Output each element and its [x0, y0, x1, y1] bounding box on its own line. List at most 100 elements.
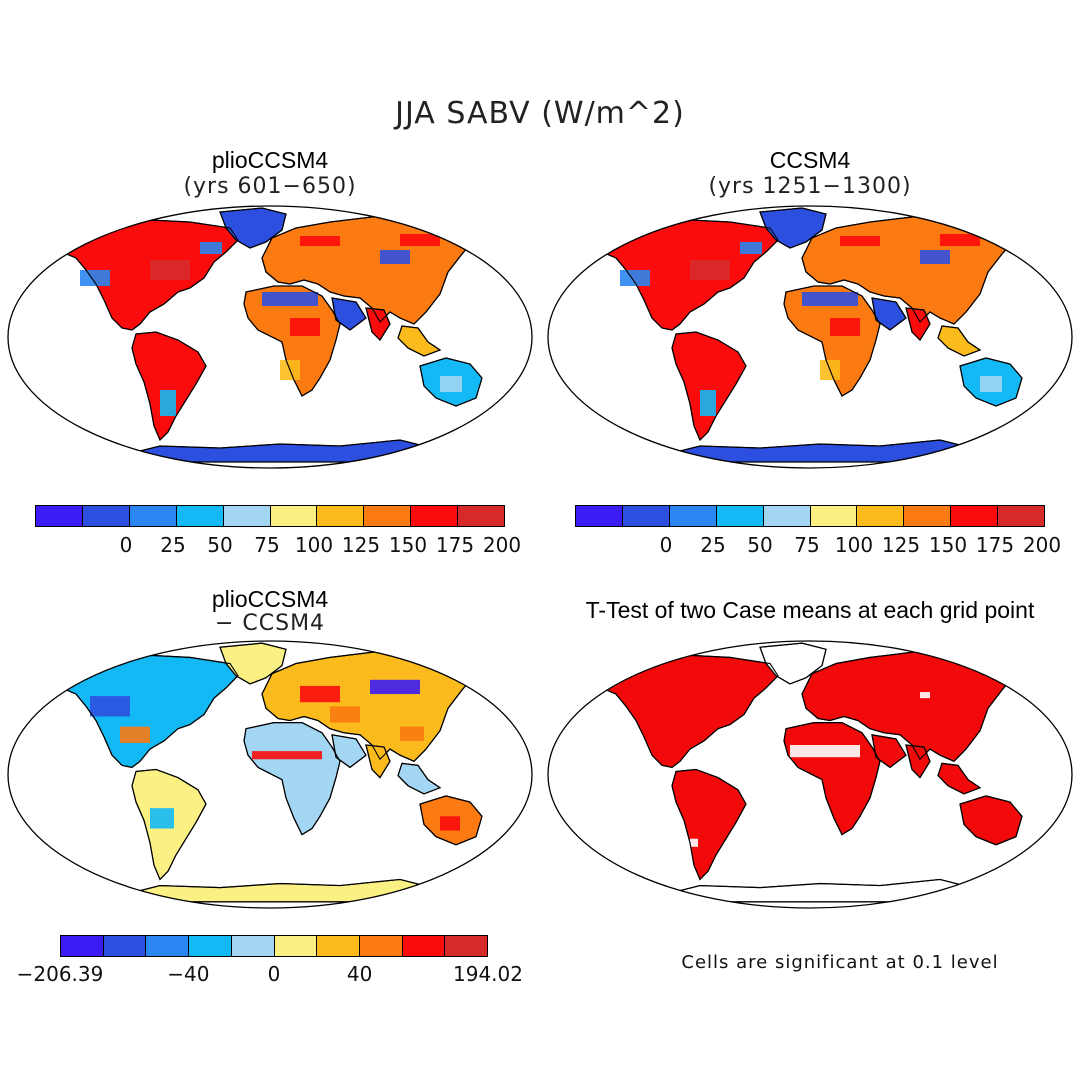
landmass-antarctica — [111, 878, 441, 903]
coastline — [783, 722, 881, 836]
colorbar-swatch — [176, 506, 224, 526]
colorbar-tick-label: 0 — [119, 533, 133, 557]
colorbar-swatch — [622, 506, 670, 526]
field-patch — [400, 234, 440, 246]
field-patch — [440, 816, 460, 831]
coastline — [937, 762, 982, 795]
coastline — [331, 297, 367, 331]
coastline — [759, 642, 827, 685]
colorbar-tick-label: 100 — [294, 533, 334, 557]
field-patch — [252, 751, 322, 760]
colorbar-ticks-plio: 0 25 50 75 100 125 150 175 200 — [35, 533, 521, 559]
field-patch — [262, 292, 318, 306]
field-patch — [690, 260, 730, 280]
coastline — [671, 331, 747, 441]
field-patch — [440, 376, 462, 392]
landmass-africa — [783, 721, 881, 836]
colorbar-swatches — [35, 505, 505, 527]
colorbar-swatch — [231, 936, 275, 956]
coastline — [419, 795, 483, 846]
colorbar-tick-label: 40 — [346, 962, 373, 986]
field-patch — [690, 838, 698, 847]
colorbar-swatch — [359, 936, 403, 956]
field-patch — [120, 726, 150, 743]
coastline — [959, 795, 1023, 846]
coastline — [671, 768, 747, 881]
colorbar-tick-label: 50 — [747, 533, 773, 557]
coastline — [111, 439, 441, 463]
colorbar-swatch — [103, 936, 147, 956]
colorbar-swatch — [270, 506, 318, 526]
coastline — [593, 219, 779, 331]
panel-title-ccsm4: CCSM4 — [769, 147, 851, 173]
map-diff — [7, 640, 533, 909]
coastline — [937, 325, 982, 357]
landmass-seasia — [937, 762, 982, 795]
field-patch — [290, 318, 320, 336]
colorbar-swatches — [575, 505, 1045, 527]
map-border — [547, 205, 1073, 469]
colorbar-tick-label: −40 — [167, 962, 210, 986]
colorbar-swatch — [82, 506, 130, 526]
colorbar-tick-label: 75 — [254, 533, 280, 557]
panel-title-diff: plioCCSM4 — [211, 586, 329, 612]
colorbar-diff — [60, 935, 488, 957]
colorbar-tick-label: 75 — [794, 533, 820, 557]
coastline — [243, 722, 341, 836]
field-patch — [80, 270, 110, 286]
colorbar-swatch — [317, 936, 360, 956]
colorbar-swatch — [998, 506, 1045, 526]
panel-subtitle-diff: − CCSM4 — [214, 611, 326, 636]
colorbar-swatch — [402, 936, 446, 956]
colorbar-ccsm4 — [575, 505, 1045, 527]
colorbar-tick-label: 25 — [160, 533, 186, 557]
coastline — [419, 357, 483, 407]
field-patch — [830, 318, 860, 336]
colorbar-swatch — [364, 506, 412, 526]
colorbar-swatch — [36, 506, 83, 526]
colorbar-tick-label: 25 — [700, 533, 726, 557]
field-patch — [700, 390, 716, 416]
panel-title-ttest: T-Test of two Case means at each grid po… — [585, 597, 1035, 623]
panel-subtitle-plio: (yrs 601−650) — [183, 174, 357, 199]
coastline — [759, 207, 827, 249]
colorbar-swatch — [763, 506, 811, 526]
coastline — [131, 768, 207, 881]
field-patch — [160, 390, 176, 416]
colorbar-swatch — [458, 506, 505, 526]
colorbar-tick-label: 125 — [881, 533, 921, 557]
colorbar-tick-label: 150 — [928, 533, 968, 557]
field-patch — [740, 242, 762, 254]
field-patch — [920, 692, 930, 699]
colorbar-swatch — [904, 506, 952, 526]
map-ccsm4 — [547, 205, 1073, 469]
colorbar-swatch — [576, 506, 623, 526]
colorbar-swatch — [61, 936, 104, 956]
coastline — [397, 762, 442, 795]
colorbar-swatch — [411, 506, 459, 526]
coastline — [593, 654, 779, 769]
landmass-antarctica — [651, 439, 981, 463]
field-patch — [400, 726, 424, 741]
coastline — [243, 285, 341, 397]
colorbar-tick-label: −206.39 — [16, 962, 104, 986]
coastline — [219, 642, 287, 685]
landmass-northAmerica — [53, 654, 239, 769]
field-patch — [200, 242, 222, 254]
map-border — [7, 640, 533, 909]
coastline — [651, 439, 981, 463]
field-patch — [150, 350, 180, 366]
field-patch — [940, 234, 980, 246]
colorbar-swatch — [274, 936, 318, 956]
map-ttest — [547, 640, 1073, 909]
coastline — [331, 734, 367, 769]
landmass-antarctica — [111, 439, 441, 463]
colorbar-tick-label: 200 — [1022, 533, 1062, 557]
colorbar-swatch — [129, 506, 177, 526]
colorbar-tick-label: 194.02 — [453, 962, 523, 986]
colorbar-tick-label: 200 — [482, 533, 522, 557]
coastline — [365, 744, 391, 779]
coastline — [959, 357, 1023, 407]
field-patch — [690, 350, 720, 366]
significance-note: Cells are significant at 0.1 level — [681, 952, 999, 973]
